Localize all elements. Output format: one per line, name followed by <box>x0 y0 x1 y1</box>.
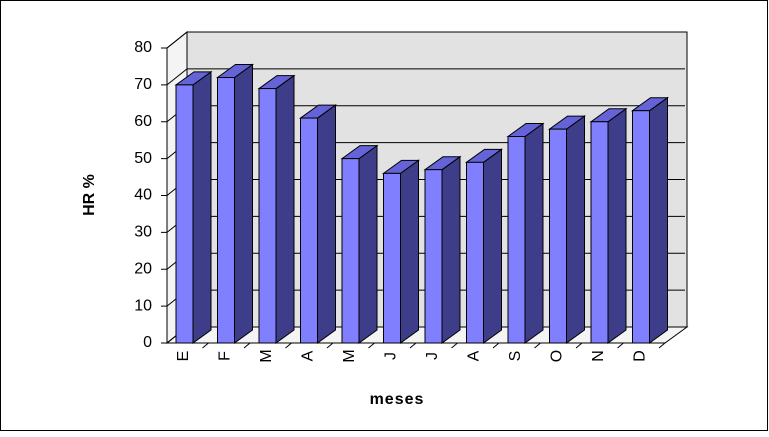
x-tick-label: N <box>590 350 607 362</box>
bar <box>466 161 484 344</box>
y-tick-label: 50 <box>134 150 152 167</box>
x-tick <box>326 342 334 349</box>
y-tick-label: 30 <box>134 224 152 241</box>
bar-side <box>192 70 212 344</box>
bar-side <box>234 63 253 344</box>
y-tick-label: 60 <box>134 113 152 130</box>
bar-side <box>441 155 461 344</box>
bar <box>175 84 194 344</box>
bar <box>383 172 401 344</box>
bar <box>549 128 567 344</box>
bar-side <box>483 148 502 344</box>
bar-side <box>566 115 585 344</box>
bar <box>300 117 318 344</box>
y-tick-label: 10 <box>134 297 152 314</box>
bar-side <box>275 74 295 344</box>
x-tick-label: F <box>216 351 233 361</box>
x-tick-label: J <box>382 352 399 360</box>
x-tick-label: D <box>631 350 648 362</box>
grid-line-side <box>166 31 188 49</box>
x-tick <box>368 342 375 349</box>
x-tick <box>492 342 500 349</box>
y-tick-label: 70 <box>134 76 152 93</box>
bar-side <box>317 104 336 344</box>
y-tick-label: 80 <box>134 39 152 56</box>
x-tick <box>285 342 292 349</box>
x-tick-label: J <box>424 352 441 360</box>
x-tick <box>202 342 209 349</box>
x-tick-label: A <box>299 350 316 361</box>
bar <box>258 88 277 344</box>
x-tick <box>451 342 458 349</box>
x-tick <box>575 342 583 349</box>
y-tick-label: 0 <box>143 334 152 351</box>
x-tick <box>617 342 624 349</box>
bar <box>341 158 360 344</box>
x-tick-label: S <box>507 351 524 362</box>
x-tick <box>409 342 417 349</box>
bar <box>590 121 609 344</box>
x-tick-label: A <box>465 350 482 361</box>
bar-side <box>358 144 378 344</box>
grid-line-side <box>166 68 188 86</box>
bar-side <box>607 107 627 344</box>
x-tick <box>243 342 251 349</box>
bar-side <box>400 159 419 344</box>
bar-side <box>524 122 544 344</box>
bar-side <box>649 96 668 344</box>
bar <box>424 169 443 344</box>
y-axis-label: HR % <box>81 174 98 216</box>
bar <box>632 110 650 344</box>
x-tick-label: O <box>548 350 565 362</box>
x-tick-label: E <box>175 351 192 362</box>
y-tick-label: 40 <box>134 187 152 204</box>
y-tick-label: 20 <box>134 260 152 277</box>
x-tick-label: M <box>341 349 358 362</box>
bar <box>507 136 526 344</box>
x-axis-label: meses <box>370 391 425 408</box>
bars <box>174 63 670 344</box>
x-tick-label: M <box>258 349 275 362</box>
bar <box>217 77 235 344</box>
x-tick <box>658 342 666 349</box>
x-tick <box>534 342 541 349</box>
